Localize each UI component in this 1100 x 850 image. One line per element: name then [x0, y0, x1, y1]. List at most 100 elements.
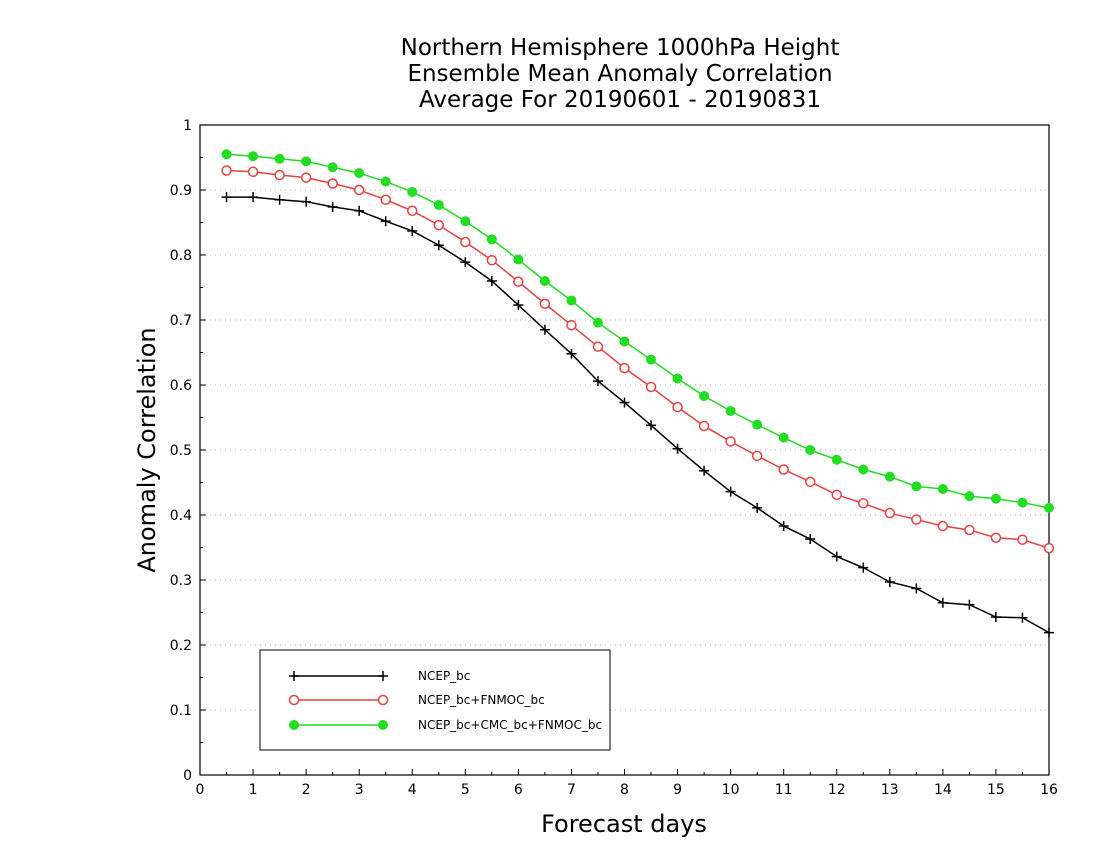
- chart-title-line-1: Northern Hemisphere 1000hPa Height: [400, 35, 840, 61]
- data-point: [619, 336, 630, 347]
- data-point: [884, 471, 895, 482]
- data-point: [831, 551, 842, 562]
- data-point: [248, 192, 259, 203]
- x-tick-label: 6: [514, 782, 523, 798]
- data-point: [301, 156, 312, 167]
- data-point: [964, 524, 975, 536]
- legend-marker: [289, 720, 299, 730]
- x-tick-label: 15: [987, 782, 1005, 798]
- series-line: [226, 153, 1050, 509]
- y-tick-label: 0.6: [170, 378, 192, 394]
- x-axis-ticks: 0 1 2 3 4 5 6 7 8 9 10 11 12 13 14 15 16: [196, 769, 1058, 798]
- data-point: [460, 236, 471, 248]
- legend-marker: [288, 694, 300, 706]
- x-tick-label: 4: [408, 782, 417, 798]
- data-point: [407, 205, 418, 217]
- data-point: [221, 149, 232, 160]
- data-point: [725, 486, 736, 497]
- series-line: [226, 196, 1050, 634]
- data-point: [937, 484, 948, 494]
- data-point: [752, 419, 763, 430]
- y-tick-label: 0: [183, 768, 192, 784]
- data-point: [645, 381, 657, 393]
- data-point: [937, 597, 948, 608]
- x-tick-label: 12: [828, 782, 846, 798]
- data-point: [725, 436, 736, 447]
- data-point: [327, 162, 338, 173]
- y-tick-label: 0.4: [170, 508, 192, 524]
- legend-entry: NCEP_bc: [289, 669, 470, 683]
- legend: NCEP_bc NCEP_bc+FNMOC_bc NCEP_bc+CMC_bc+FN…: [259, 649, 611, 751]
- series-line: [226, 169, 1050, 549]
- legend-label: NCEP_bc+CMC_bc+FNMOC_bc: [418, 718, 602, 732]
- data-point: [300, 172, 312, 183]
- legend-marker: [378, 671, 388, 681]
- legend-marker: [378, 720, 388, 730]
- data-point: [831, 489, 842, 501]
- data-point: [619, 362, 630, 374]
- series-2: [221, 165, 1055, 554]
- data-point: [221, 165, 232, 176]
- data-point: [274, 153, 285, 164]
- data-point: [380, 194, 391, 205]
- data-point: [592, 341, 604, 352]
- data-point: [725, 406, 736, 416]
- data-point: [433, 219, 445, 231]
- data-point: [698, 420, 710, 432]
- data-point: [672, 401, 683, 413]
- data-point: [672, 373, 683, 384]
- data-point: [990, 612, 1001, 623]
- data-point: [592, 317, 603, 328]
- x-tick-label: 11: [775, 782, 793, 798]
- x-tick-label: 13: [881, 782, 899, 798]
- series-layer: [221, 149, 1055, 638]
- x-axis-label: Forecast days: [541, 810, 707, 838]
- data-point: [433, 199, 444, 210]
- data-point: [1017, 497, 1028, 508]
- data-point: [301, 196, 312, 207]
- data-point: [486, 254, 498, 266]
- data-point: [937, 520, 949, 532]
- legend-marker: [289, 671, 299, 681]
- data-point: [433, 240, 444, 251]
- data-point: [486, 276, 497, 286]
- data-point: [911, 481, 922, 492]
- data-point: [380, 216, 391, 227]
- data-point: [327, 178, 338, 189]
- y-tick-label: 0.2: [170, 638, 192, 654]
- data-point: [539, 298, 551, 309]
- data-point: [964, 599, 975, 610]
- data-point: [804, 476, 816, 488]
- series-3: [221, 149, 1054, 513]
- data-point: [354, 168, 365, 179]
- data-point: [778, 464, 789, 475]
- data-point: [672, 443, 683, 454]
- data-point: [858, 562, 869, 573]
- data-point: [274, 194, 285, 205]
- grid-layer: [200, 189, 1049, 711]
- data-point: [619, 397, 630, 408]
- data-point: [990, 532, 1002, 543]
- data-point: [1043, 542, 1055, 554]
- data-point: [911, 583, 922, 594]
- data-point: [778, 521, 789, 532]
- x-tick-label: 8: [620, 782, 629, 798]
- y-axis-ticks: 0 0.1 0.2 0.3 0.4 0.5 0.6 0.7 0.8 0.9 1: [170, 118, 206, 784]
- x-tick-label: 3: [355, 782, 364, 798]
- data-point: [964, 491, 975, 502]
- y-tick-label: 0.1: [170, 703, 192, 719]
- data-point: [566, 348, 577, 359]
- data-point: [566, 319, 577, 331]
- data-point: [247, 166, 259, 178]
- data-point: [486, 234, 497, 245]
- data-point: [380, 176, 391, 187]
- x-tick-label: 7: [567, 782, 576, 798]
- y-tick-label: 0.3: [170, 573, 192, 589]
- x-tick-label: 16: [1040, 782, 1058, 798]
- data-point: [1044, 502, 1054, 513]
- data-point: [592, 376, 603, 387]
- x-tick-label: 1: [249, 782, 258, 798]
- data-point: [274, 169, 285, 181]
